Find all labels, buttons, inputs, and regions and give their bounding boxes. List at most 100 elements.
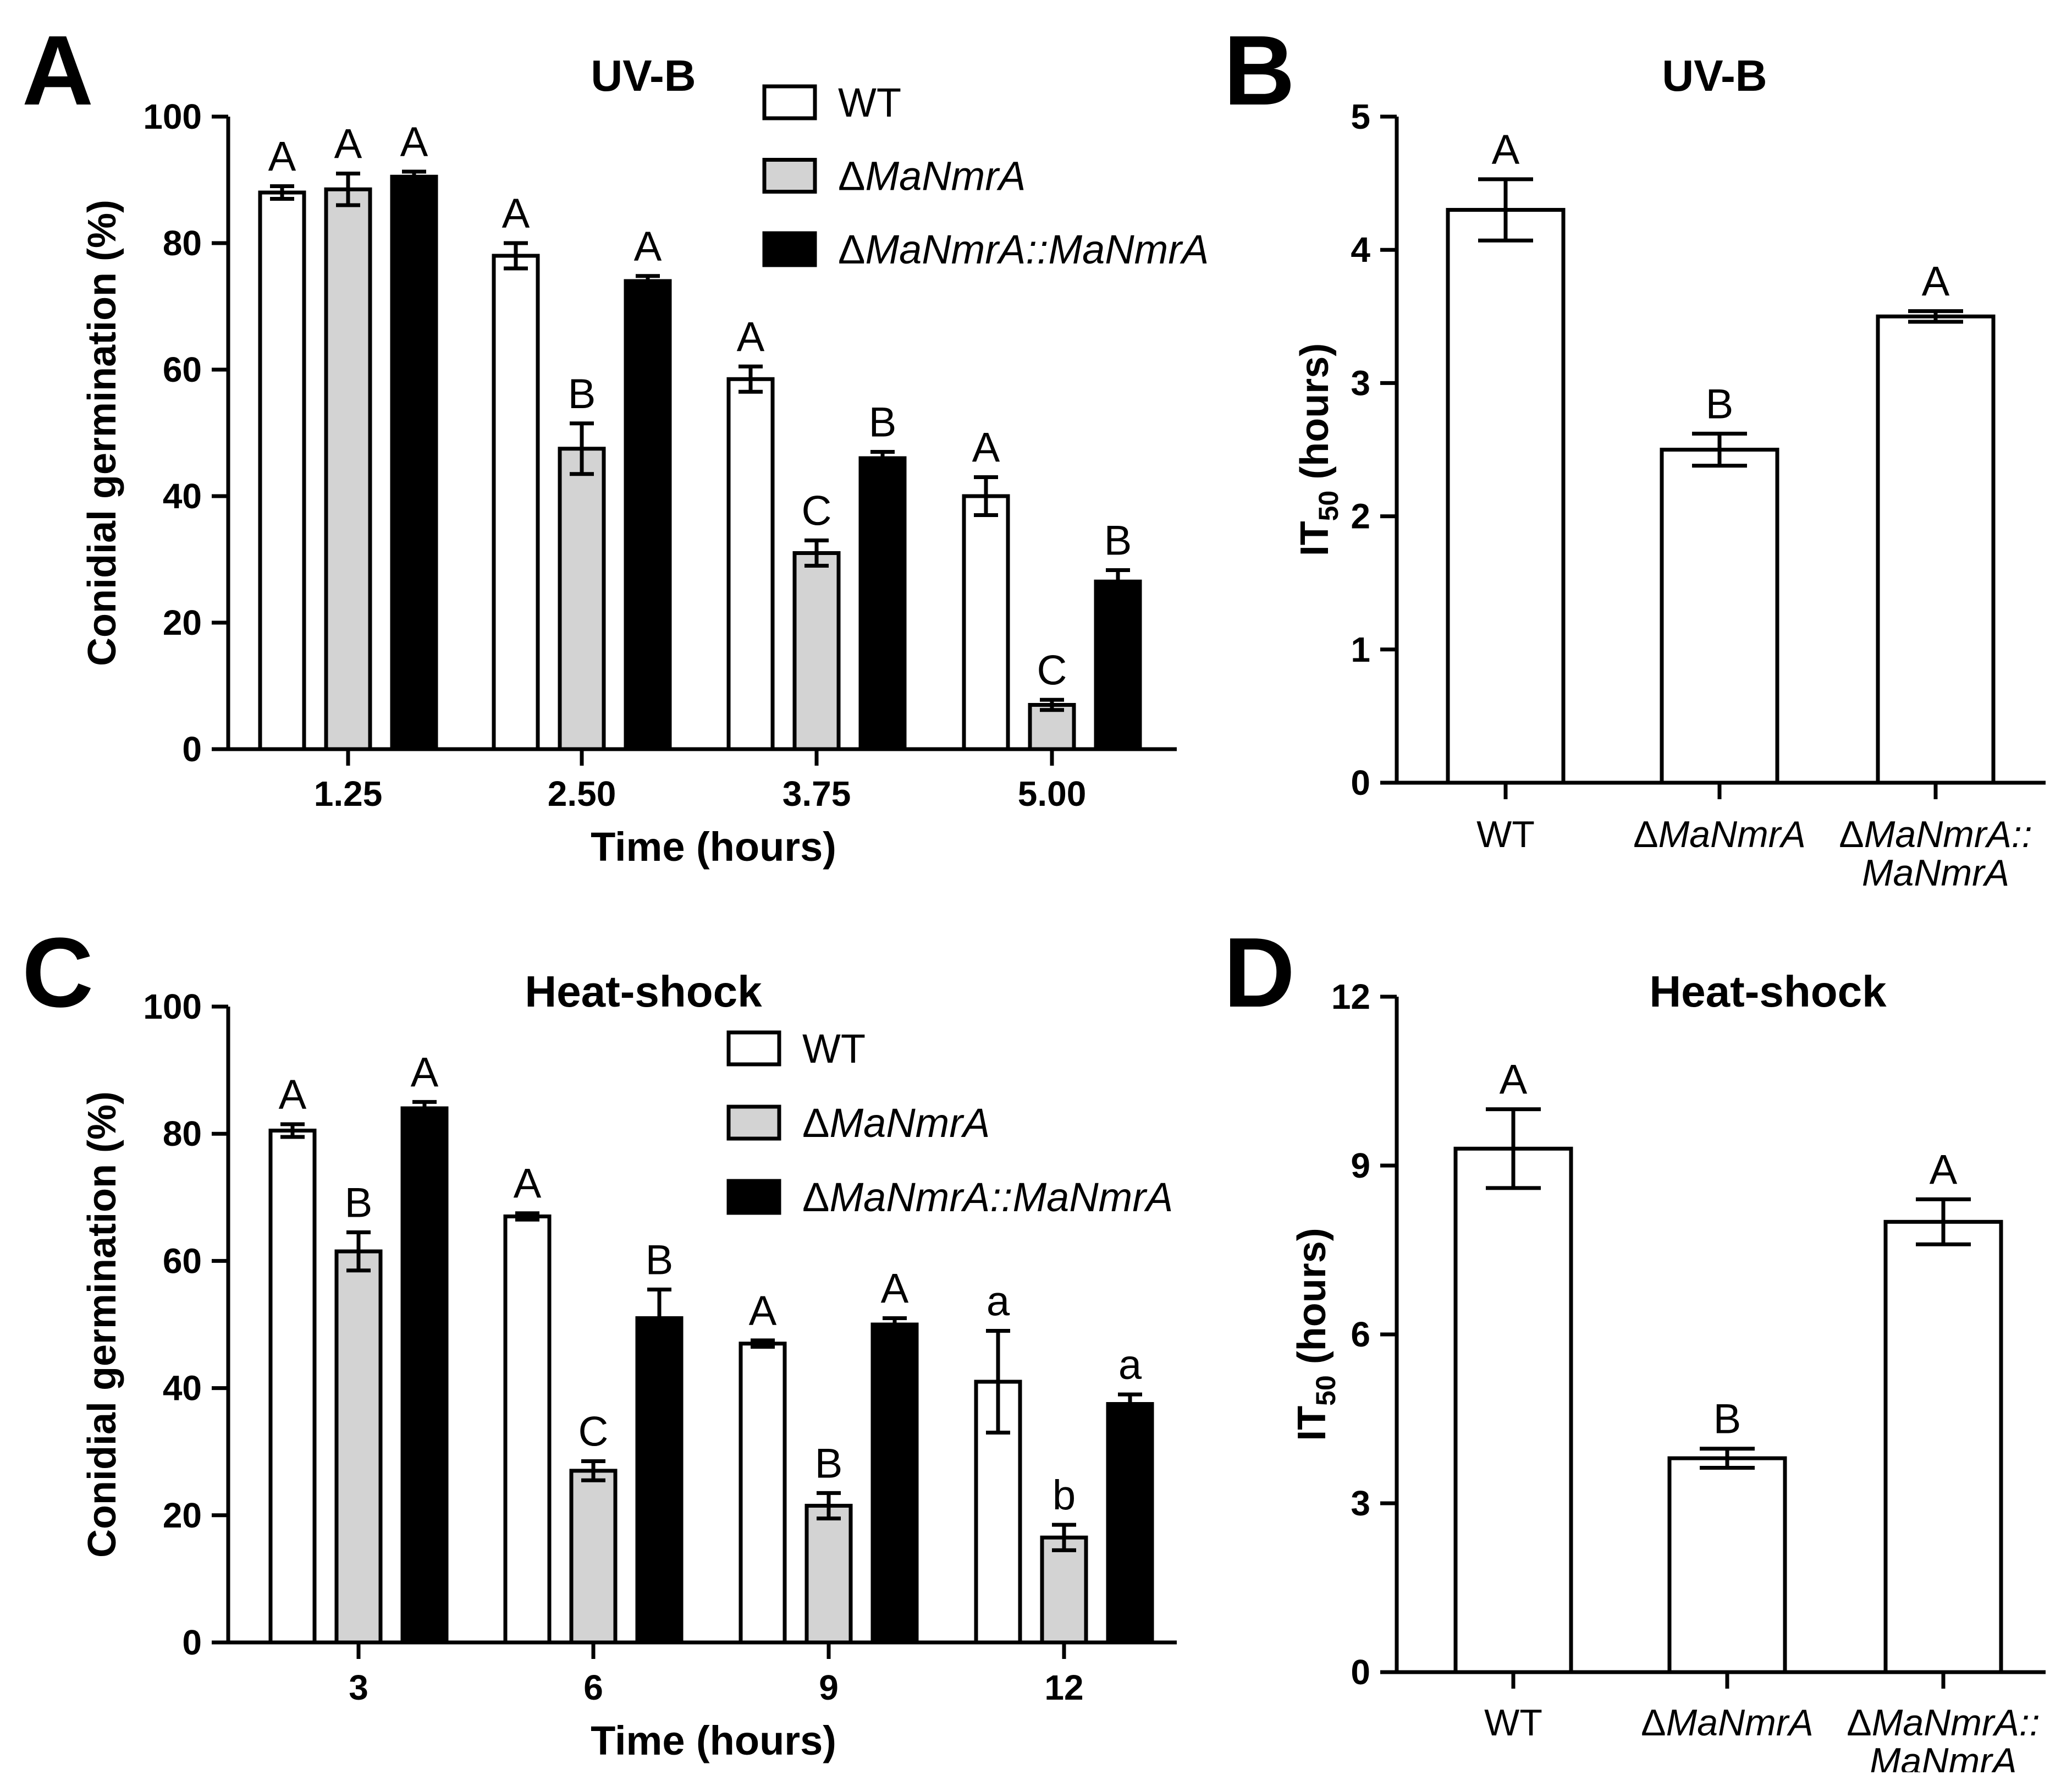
significance-label: B: [1713, 1396, 1742, 1443]
significance-label: B: [568, 371, 596, 417]
legend-swatch: [726, 1179, 781, 1215]
panel-letter: B: [1224, 15, 1295, 126]
significance-label: a: [987, 1278, 1010, 1325]
significance-label: C: [578, 1409, 609, 1455]
x-tick-label: 3.75: [782, 774, 851, 814]
y-tick-label: 5: [1351, 97, 1370, 136]
y-tick-label: 100: [143, 97, 202, 136]
significance-label: A: [1922, 259, 1950, 305]
significance-label: b: [1052, 1472, 1076, 1519]
legend-swatch: [726, 1030, 781, 1067]
x-tick-label: WT: [1484, 1702, 1542, 1744]
x-tick-label: ΔMaNmrA::: [1839, 814, 2032, 855]
legend-entry: WT: [802, 1026, 866, 1071]
significance-label: A: [268, 134, 296, 180]
x-tick-label: ΔMaNmrA::: [1847, 1702, 2040, 1744]
y-tick-label: 20: [163, 1496, 202, 1535]
legend-entry: ΔMaNmrA::MaNmrA: [802, 1174, 1173, 1220]
significance-label: A: [972, 425, 1000, 471]
significance-label: A: [749, 1288, 777, 1334]
bar: [400, 1106, 449, 1645]
panel-C: C Heat-shock 0 20 40 60 80 100 Conidial germinat…: [22, 917, 1177, 1763]
x-axis-label: Time (hours): [591, 1718, 836, 1763]
significance-label: C: [1037, 647, 1067, 694]
y-axis-label: Conidial germination (%): [80, 200, 124, 666]
y-tick-label: 80: [163, 223, 202, 263]
significance-label: A: [514, 1161, 542, 1207]
panel-A: A UV-B 0 20 40 60 80 100 Conidial germination (%…: [22, 15, 1209, 870]
y-tick-label: 60: [163, 350, 202, 389]
x-tick-label: WT: [1476, 814, 1535, 855]
significance-label: B: [1706, 381, 1734, 427]
x-tick-label: ΔMaNmrA: [1633, 814, 1806, 855]
x-tick-label: 12: [1044, 1668, 1083, 1707]
y-tick-label: 40: [163, 476, 202, 516]
y-axis-label: IT50 (hours): [1290, 1228, 1341, 1441]
bar: [870, 1322, 919, 1645]
x-tick-label: ΔMaNmrA: [1641, 1702, 1814, 1744]
x-tick-label: 2.50: [548, 774, 616, 814]
y-axis-label: IT50 (hours): [1293, 343, 1344, 557]
y-tick-label: 2: [1351, 497, 1370, 536]
y-tick-label: 12: [1331, 977, 1370, 1016]
significance-label: A: [737, 314, 765, 360]
y-tick-label: 9: [1351, 1146, 1370, 1185]
bar: [503, 1214, 552, 1645]
y-tick-label: 1: [1351, 630, 1370, 669]
legend-swatch: [762, 231, 817, 267]
chart-title: UV-B: [591, 51, 696, 100]
bar: [1660, 448, 1779, 785]
y-tick-label: 0: [182, 729, 202, 769]
y-tick-label: 4: [1351, 230, 1370, 270]
legend-swatch: [762, 158, 817, 194]
legend-entry: ΔMaNmrA: [802, 1100, 990, 1146]
y-tick-label: 0: [1351, 763, 1370, 803]
y-tick-label: 80: [163, 1114, 202, 1153]
bar: [268, 1128, 317, 1645]
bar: [1446, 208, 1566, 785]
bar: [962, 494, 1010, 751]
bar: [739, 1342, 787, 1645]
bar: [390, 174, 438, 751]
legend-entry: ΔMaNmrA::MaNmrA: [838, 227, 1209, 272]
bar: [1453, 1146, 1573, 1674]
significance-label: B: [1104, 518, 1132, 564]
x-tick-label: 5.00: [1018, 774, 1087, 814]
x-tick-label: MaNmrA: [1862, 852, 2009, 894]
chart-title: Heat-shock: [525, 967, 762, 1016]
bar: [1883, 1219, 2003, 1674]
bar: [1094, 579, 1142, 751]
significance-label: A: [1500, 1057, 1528, 1103]
chart-title: UV-B: [1662, 51, 1767, 100]
x-tick-label: MaNmrA: [1870, 1740, 2017, 1772]
x-tick-label: 1.25: [314, 774, 383, 814]
bar: [726, 377, 775, 751]
panel-D: D Heat-shock 0 3 6 9 12 IT50 (hours) A WT B ΔMaNmrA…: [1224, 917, 2046, 1775]
y-tick-label: 40: [163, 1369, 202, 1408]
significance-label: A: [502, 190, 530, 237]
y-tick-label: 20: [163, 603, 202, 642]
x-tick-label: 3: [349, 1668, 368, 1707]
bar: [858, 456, 907, 751]
bar: [792, 551, 841, 751]
chart-title: Heat-shock: [1649, 967, 1887, 1016]
significance-label: A: [1492, 127, 1520, 173]
significance-label: B: [869, 399, 897, 446]
significance-label: a: [1118, 1342, 1142, 1388]
significance-label: B: [345, 1179, 373, 1226]
bar: [1876, 314, 1996, 785]
panel-letter: C: [22, 917, 93, 1028]
significance-label: B: [646, 1237, 674, 1283]
bar: [324, 187, 372, 751]
x-tick-label: 6: [583, 1668, 603, 1707]
significance-label: A: [334, 121, 362, 168]
bar: [1106, 1402, 1154, 1645]
panel-letter: D: [1224, 917, 1295, 1028]
x-axis-label: Time (hours): [591, 824, 836, 870]
y-tick-label: 0: [1351, 1652, 1370, 1692]
bar: [492, 254, 540, 751]
bar: [334, 1249, 383, 1645]
bar: [804, 1503, 853, 1645]
significance-label: A: [1930, 1146, 1958, 1193]
